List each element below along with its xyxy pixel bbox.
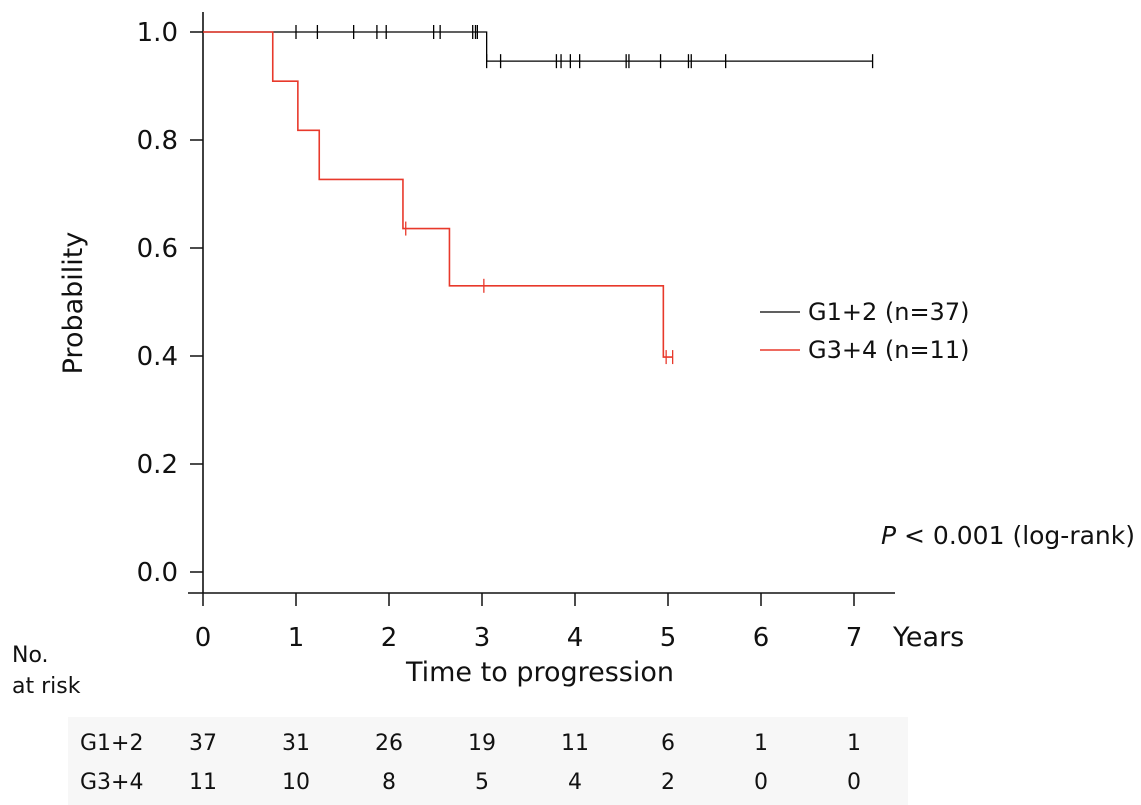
x-tick-label: 5 — [660, 623, 677, 653]
risk-count: 4 — [568, 770, 582, 795]
risk-table-background — [68, 717, 908, 805]
y-tick-label: 0.2 — [137, 450, 178, 480]
risk-count: 11 — [189, 770, 217, 795]
x-tick-label: 7 — [846, 623, 863, 653]
y-tick-label: 0.4 — [137, 342, 178, 372]
y-tick-label: 0.0 — [137, 558, 178, 588]
p-symbol: P — [881, 521, 897, 550]
y-axis-title: Probability — [58, 232, 89, 375]
x-tick-label: 1 — [288, 623, 305, 653]
risk-row-label: G1+2 — [80, 731, 143, 756]
risk-count: 37 — [189, 731, 217, 756]
p-test: (log-rank) — [1012, 521, 1135, 550]
risk-count: 31 — [282, 731, 310, 756]
risk-header-line1: No. — [12, 643, 49, 668]
x-ticks: 0 1 2 3 4 5 6 7 — [195, 593, 863, 653]
x-tick-label: 3 — [474, 623, 491, 653]
risk-table: G1+2 37 31 26 19 11 6 1 1G3+4 11 10 8 5 4 2 0 0 — [80, 731, 861, 795]
x-tick-label: 2 — [381, 623, 398, 653]
risk-count: 5 — [475, 770, 489, 795]
y-tick-label: 0.8 — [137, 126, 178, 156]
axes — [188, 12, 895, 594]
x-axis-unit: Years — [892, 622, 964, 653]
legend-label-g12: G1+2 (n=37) — [808, 298, 969, 326]
risk-count: 11 — [561, 731, 589, 756]
y-ticks: 0.0 0.2 0.4 0.6 0.8 1.0 — [137, 18, 203, 588]
legend: G1+2 (n=37) G3+4 (n=11) — [760, 298, 969, 364]
x-tick-label: 6 — [753, 623, 770, 653]
x-tick-label: 0 — [195, 623, 212, 653]
series-layer — [203, 25, 874, 365]
risk-count: 0 — [754, 770, 768, 795]
legend-label-g34: G3+4 (n=11) — [808, 336, 969, 364]
risk-count: 2 — [661, 770, 675, 795]
km-curve-1 — [203, 31, 673, 358]
risk-count: 10 — [282, 770, 310, 795]
risk-count: 19 — [468, 731, 496, 756]
risk-row-label: G3+4 — [80, 770, 143, 795]
p-value-annotation: P < 0.001 (log-rank) — [881, 521, 1135, 550]
p-value: < 0.001 — [904, 521, 1004, 550]
x-tick-label: 4 — [567, 623, 584, 653]
x-axis-title: Time to progression — [405, 657, 674, 688]
y-tick-label: 0.6 — [137, 234, 178, 264]
risk-count: 8 — [382, 770, 396, 795]
y-tick-label: 1.0 — [137, 18, 178, 48]
risk-count: 1 — [847, 731, 861, 756]
risk-count: 0 — [847, 770, 861, 795]
risk-header-line2: at risk — [12, 674, 81, 699]
risk-count: 1 — [754, 731, 768, 756]
risk-count: 6 — [661, 731, 675, 756]
km-curve-0 — [203, 31, 873, 62]
risk-count: 26 — [375, 731, 403, 756]
